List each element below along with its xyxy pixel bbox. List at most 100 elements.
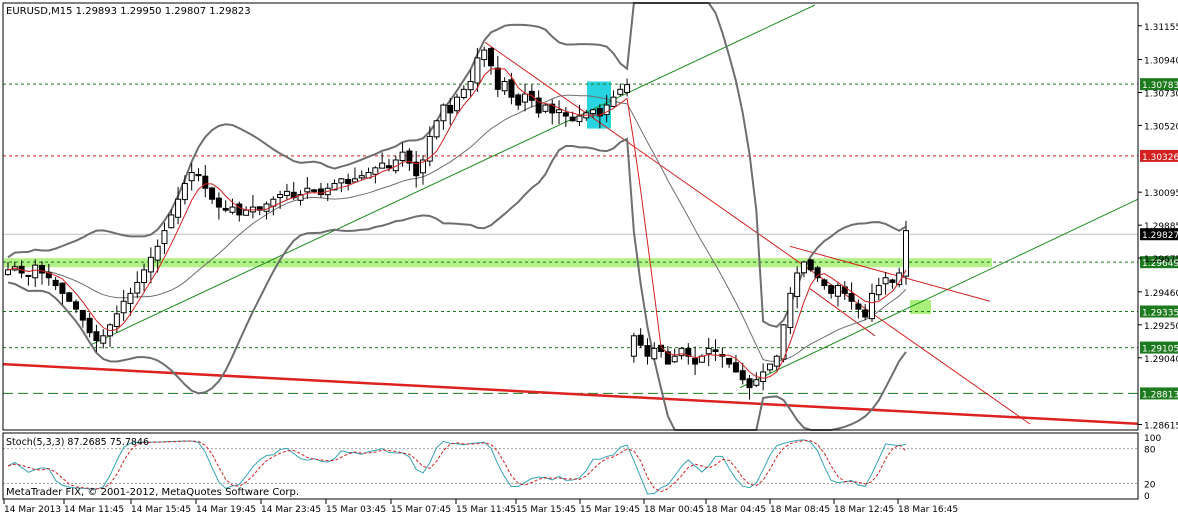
price-lines-layer [3,83,1138,394]
x-tick-label: 18 Mar 12:45 [834,505,894,515]
candle-body [379,162,386,169]
price-tag-box [1140,78,1178,91]
x-tick-label: 15 Mar 11:45 [456,505,516,515]
candle-body [338,178,345,184]
y-tick-label: 1.29460 [1144,289,1178,299]
candle-body [215,197,222,208]
candle-body [630,335,637,357]
candle-body [807,259,814,271]
candle-body [229,206,236,213]
candle-body [637,334,644,346]
candle-body [467,80,474,91]
uptrend-line [89,4,816,346]
candle-body [889,279,896,283]
candle-body [25,274,32,277]
candle-body [141,269,148,284]
candle-body [848,292,855,302]
x-tick-label: 15 Mar 19:45 [580,505,640,515]
target-zone-box [910,299,931,314]
x-tick-label: 18 Mar 08:45 [770,505,830,515]
candle-body [732,362,739,373]
candle-body [283,190,290,196]
x-tick-label: 15 Mar 03:45 [326,505,386,515]
candle-body [277,194,284,199]
x-tick-label: 14 Mar 19:45 [196,505,256,515]
x-tick-label: 18 Mar 00:45 [644,505,704,515]
candle-body [66,292,73,302]
chart-frame [2,2,1139,500]
stochastic-layer [3,439,1138,495]
candle-body [692,358,699,365]
candle-body [556,109,563,114]
candle-body [236,203,243,216]
candle-body [147,256,154,273]
x-tick-label: 14 Mar 15:45 [131,505,191,515]
candle-body [814,267,821,279]
bollinger-upper-band [7,2,907,328]
candle-body [617,88,624,95]
candle-body [868,292,875,320]
price-tag-label: 1.29827 [1142,231,1178,241]
trendlines-layer [2,4,1139,425]
price-tag-label: 1.29335 [1142,308,1178,318]
price-tag-box [1140,387,1178,400]
candle-body [766,363,773,371]
price-tag-label: 1.29649 [1142,259,1178,269]
candle-body [590,109,597,115]
candle-body [821,279,828,287]
symbol-header: EURUSD,M15 1.29893 1.29950 1.29807 1.298… [6,6,251,17]
candle-body [535,97,542,114]
candle-body [168,214,175,229]
candle-body [664,351,671,365]
candle-body [52,279,59,287]
candle-body [474,57,481,84]
candle-body [522,93,529,103]
wedge-upper-line [789,245,991,302]
price-tag-label: 1.28813 [1142,390,1178,400]
candle-body [372,167,379,175]
candle-body [311,189,318,192]
wedge-lower-line [809,288,876,337]
candle-body [304,187,311,193]
price-tag-box [1140,228,1178,241]
candle-body [297,194,304,201]
stoch-signal-line [7,440,907,493]
candle-body [79,309,86,321]
candle-body [460,88,467,99]
x-tick-label: 14 Mar 23:45 [261,505,321,515]
candle-body [903,230,909,277]
candle-body [569,116,576,122]
candle-body [685,348,692,357]
candle-body [794,272,801,297]
candle-body [39,265,46,274]
candle-body [188,172,195,182]
x-tick-label: 18 Mar 04:45 [706,505,766,515]
candle-body [828,285,835,294]
candle-body [113,313,120,327]
ma-layer [7,68,907,379]
candle-body [440,104,447,122]
candle-body [739,370,746,381]
candle-body [175,198,182,218]
x-tick-label: 15 Mar 15:45 [516,505,576,515]
y-tick-label: 1.29250 [1144,322,1178,332]
y-tick-label: 1.30730 [1144,89,1178,99]
candle-body [753,379,760,386]
long-support-line [2,362,1139,425]
price-tag-label: 1.29105 [1142,345,1178,355]
stoch-tick-label: 80 [1144,446,1156,456]
candle-body [195,173,202,177]
candle-body [624,84,631,93]
candle-body [419,159,426,174]
channel-support-line [739,198,1139,389]
candle-body [501,80,508,92]
moving-average-line [7,68,907,379]
candle-body [800,261,807,274]
x-tick-label: 14 Mar 11:45 [64,505,124,515]
stoch-main-line [7,439,907,495]
candle-body [454,96,460,112]
candle-body [678,347,685,357]
candle-body [351,178,358,183]
candle-body [331,183,338,191]
